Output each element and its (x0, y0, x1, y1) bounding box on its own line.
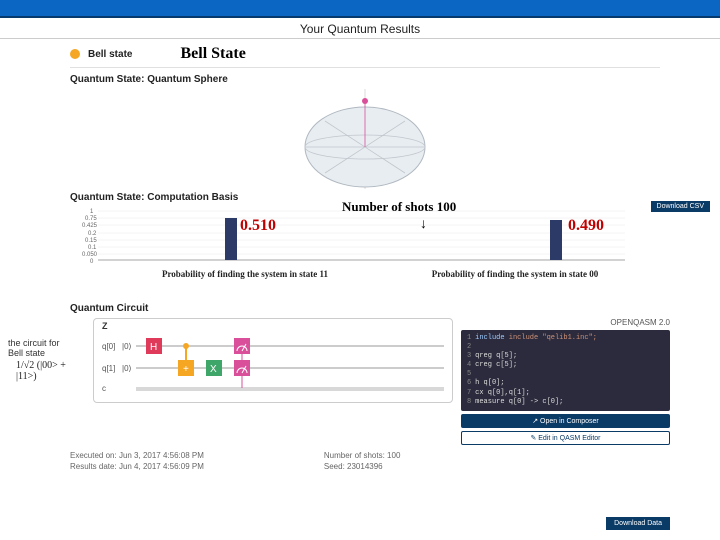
footer-left: Executed on: Jun 3, 2017 4:56:08 PM Resu… (70, 451, 204, 471)
seed-value: 23014396 (347, 462, 383, 471)
svg-text:0.15: 0.15 (85, 238, 97, 244)
results-date-value: Jun 4, 2017 4:56:09 PM (119, 462, 204, 471)
results-date-label: Results date: (70, 462, 117, 471)
svg-text:0.75: 0.75 (85, 216, 97, 222)
bell-row: Bell state Bell State (70, 41, 660, 68)
seed-label: Seed: (324, 462, 345, 471)
prob-value-1: 0.490 (568, 217, 604, 235)
code-line-2: qreg q[5]; (475, 352, 517, 360)
footer: Executed on: Jun 3, 2017 4:56:08 PM Resu… (0, 445, 720, 473)
sphere-title: Quantum State: Quantum Sphere (70, 68, 660, 85)
download-data-button[interactable]: Download Data (606, 517, 670, 530)
circuit-diagram: Z q[0] |0⟩ q[1] |0⟩ c H + X (93, 318, 453, 403)
svg-text:0.425: 0.425 (82, 223, 98, 229)
bell-equation: 1/√2 (|00> + |11>) (8, 358, 85, 382)
quantum-sphere (275, 89, 455, 184)
svg-text:Z: Z (102, 321, 108, 331)
edit-qasm-button[interactable]: ✎ Edit in QASM Editor (461, 431, 670, 445)
svg-text:0.1: 0.1 (88, 245, 97, 251)
executed-on-value: Jun 3, 2017 4:56:08 PM (119, 451, 204, 460)
bell-section: Bell state Bell State Quantum State: Qua… (0, 39, 720, 297)
footer-right: Number of shots: 100 Seed: 23014396 (324, 451, 401, 471)
open-composer-button[interactable]: ↗ Open in Composer (461, 414, 670, 428)
svg-text:0: 0 (90, 259, 94, 265)
shots-annotation: Number of shots 100 (342, 199, 456, 215)
sphere-container (70, 85, 660, 186)
code-line-7: measure q[0] -> c[0]; (475, 398, 563, 406)
svg-text:+: + (183, 364, 189, 375)
code-line-0: include "qelib1.inc"; (509, 334, 597, 342)
histogram-chart: Number of shots 100 ↓ 0.510 0.490 Downlo… (70, 203, 660, 295)
svg-text:|0⟩: |0⟩ (122, 364, 132, 373)
prob-value-0: 0.510 (240, 217, 276, 235)
svg-text:q[1]: q[1] (102, 364, 115, 373)
qasm-label: OPENQASM 2.0 (461, 318, 670, 327)
code-column: OPENQASM 2.0 1include include "qelib1.in… (461, 318, 670, 445)
svg-text:q[0]: q[0] (102, 342, 115, 351)
top-bar (0, 0, 720, 18)
svg-text:0.050: 0.050 (82, 252, 98, 258)
bell-icon (70, 49, 80, 59)
prob-captions: Probability of finding the system in sta… (70, 267, 660, 279)
svg-text:0.2: 0.2 (88, 231, 97, 237)
svg-text:H: H (150, 342, 157, 353)
code-line-6: cx q[0],q[1]; (475, 389, 530, 397)
download-csv-button[interactable]: Download CSV (651, 201, 710, 212)
circuit-row: the circuit for Bell state 1/√2 (|00> + … (0, 318, 720, 445)
bell-label: Bell state (88, 49, 132, 60)
page-header: Your Quantum Results (0, 18, 720, 39)
circuit-title: Quantum Circuit (0, 297, 720, 314)
prob-caption-1: Probability of finding the system in sta… (385, 269, 644, 279)
svg-text:1: 1 (90, 209, 94, 215)
executed-on-label: Executed on: (70, 451, 117, 460)
arrow-icon: ↓ (420, 215, 427, 231)
code-line-5: h q[0]; (475, 379, 504, 387)
svg-text:|0⟩: |0⟩ (122, 342, 132, 351)
svg-text:c: c (102, 384, 106, 393)
code-line-3: creg c[5]; (475, 361, 517, 369)
svg-text:X: X (210, 364, 217, 375)
bell-annotation: Bell State (180, 45, 245, 63)
code-editor: 1include include "qelib1.inc"; 2 3qreg q… (461, 330, 670, 411)
footer-shots-label: Number of shots: (324, 451, 385, 460)
prob-caption-0: Probability of finding the system in sta… (115, 269, 374, 279)
page-title: Your Quantum Results (10, 22, 710, 36)
footer-shots-value: 100 (387, 451, 400, 460)
circuit-left: the circuit for Bell state 1/√2 (|00> + … (8, 318, 85, 445)
circuit-side-text: the circuit for Bell state (8, 318, 73, 358)
